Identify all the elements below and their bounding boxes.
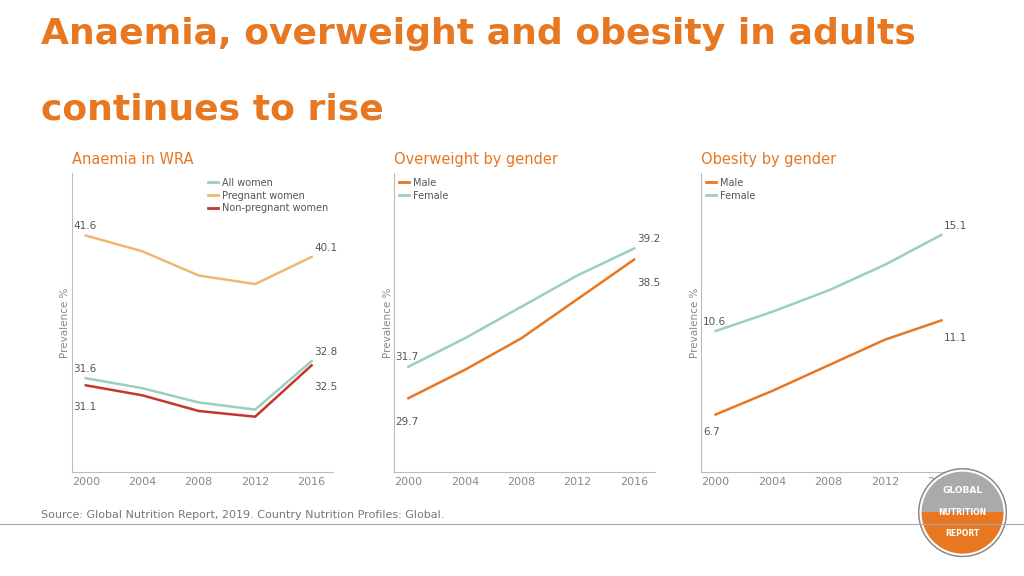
Y-axis label: Prevalence %: Prevalence % [690, 287, 700, 358]
Text: Anaemia in WRA: Anaemia in WRA [72, 153, 194, 168]
Text: 38.5: 38.5 [637, 278, 660, 289]
Circle shape [919, 469, 1007, 556]
Legend: All women, Pregnant women, Non-pregnant women: All women, Pregnant women, Non-pregnant … [208, 177, 328, 214]
Text: 31.7: 31.7 [395, 352, 419, 362]
Text: 32.5: 32.5 [314, 382, 338, 392]
Text: 15.1: 15.1 [944, 221, 968, 230]
Text: 39.2: 39.2 [637, 234, 660, 244]
Text: 31.6: 31.6 [73, 364, 96, 374]
Text: 41.6: 41.6 [73, 221, 96, 232]
Text: Obesity by gender: Obesity by gender [701, 153, 837, 168]
Wedge shape [921, 513, 1005, 555]
Text: NUTRITION: NUTRITION [939, 508, 986, 517]
Text: continues to rise: continues to rise [41, 92, 384, 126]
Text: 11.1: 11.1 [944, 334, 968, 343]
Text: 29.7: 29.7 [395, 417, 419, 427]
Text: GLOBAL: GLOBAL [942, 486, 983, 495]
Text: Anaemia, overweight and obesity in adults: Anaemia, overweight and obesity in adult… [41, 17, 915, 51]
Text: 31.1: 31.1 [73, 403, 96, 412]
Legend: Male, Female: Male, Female [707, 177, 756, 200]
Text: Source: Global Nutrition Report, 2019. Country Nutrition Profiles: Global.: Source: Global Nutrition Report, 2019. C… [41, 510, 444, 520]
Text: 40.1: 40.1 [314, 242, 338, 253]
Wedge shape [921, 470, 1005, 513]
Text: 6.7: 6.7 [702, 427, 720, 437]
Text: REPORT: REPORT [945, 529, 980, 538]
Text: 10.6: 10.6 [702, 317, 726, 327]
Y-axis label: Prevalence %: Prevalence % [383, 287, 393, 358]
Text: 32.8: 32.8 [314, 347, 338, 357]
Y-axis label: Prevalence %: Prevalence % [60, 287, 71, 358]
Legend: Male, Female: Male, Female [399, 177, 449, 200]
Text: Overweight by gender: Overweight by gender [394, 153, 558, 168]
